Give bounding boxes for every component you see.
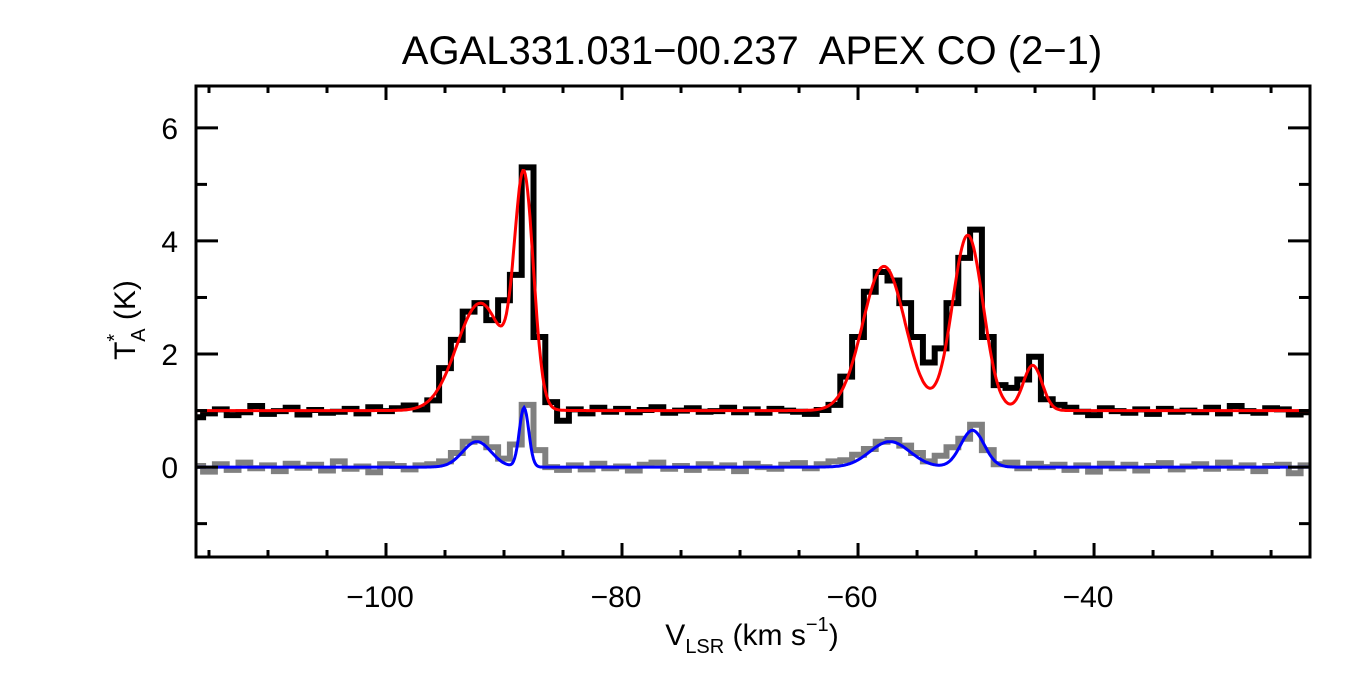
fit-curve-2: [196, 168, 1310, 413]
axes-ticks: −100 −80 −60 −40 0 2 4 6: [161, 86, 1310, 614]
y-tick-label: 6: [161, 113, 178, 146]
y-tick-label: 4: [161, 226, 178, 259]
plot-area: [196, 164, 1310, 477]
plot-frame: [194, 84, 1312, 559]
y-axis-label: T* A (K): [104, 280, 150, 360]
x-tick-label: −100: [346, 581, 414, 614]
fit-curve-3: [196, 404, 1310, 469]
x-tick-label: −80: [591, 581, 642, 614]
x-tick-label: −60: [827, 581, 878, 614]
chart-title: AGAL331.031−00.237 APEX CO (2−1): [402, 29, 1102, 73]
x-tick-label: −40: [1063, 581, 1114, 614]
y-tick-label: 0: [161, 452, 178, 485]
x-axis-label: VLSR (km s−1): [665, 614, 838, 658]
spectrum-histogram-0: [196, 164, 1310, 424]
y-tick-label: 2: [161, 339, 178, 372]
